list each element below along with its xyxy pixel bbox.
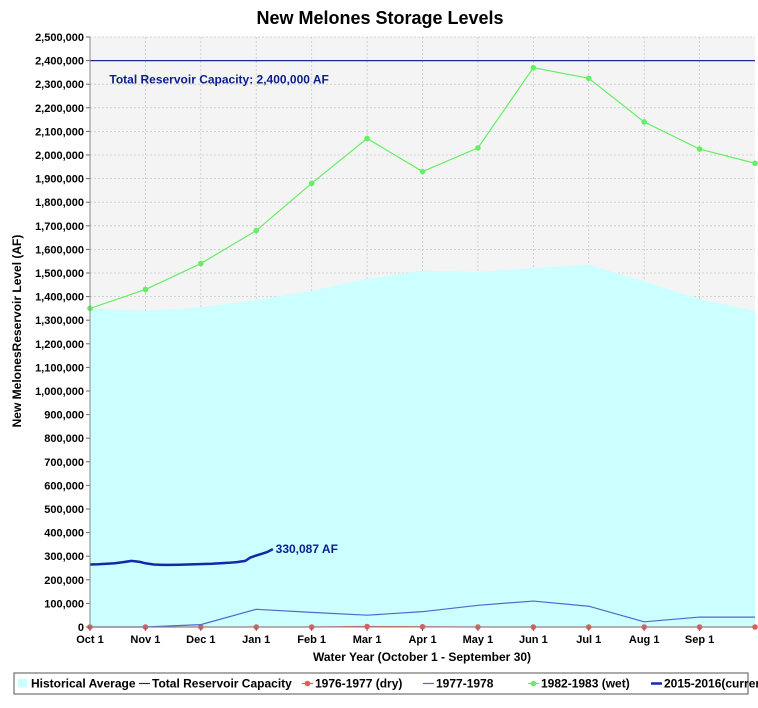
y-tick-label: 400,000 [44,528,84,540]
chart-title: New Melones Storage Levels [256,8,503,28]
legend-marker-1976-1977-dry [304,680,311,687]
x-tick-label: Jan 1 [242,634,270,646]
current-level-annotation: 330,087 AF [276,542,338,556]
legend-label-1982-1983-wet: 1982-1983 (wet) [541,677,630,691]
series-1982-1983-wet-point [253,227,260,234]
x-tick-label: Aug 1 [629,634,660,646]
y-tick-label: 600,000 [44,480,84,492]
y-tick-label: 1,800,000 [35,197,84,209]
x-tick-label: Apr 1 [408,634,436,646]
series-1982-1983-wet-point [142,286,149,293]
y-tick-label: 2,200,000 [35,103,84,115]
x-tick-label: Sep 1 [685,634,714,646]
y-tick-label: 100,000 [44,598,84,610]
capacity-annotation: Total Reservoir Capacity: 2,400,000 AF [109,72,328,86]
series-1982-1983-wet-point [696,146,703,152]
y-tick-label: 1,300,000 [35,315,84,327]
legend: Historical Average Total Reservoir Capaci… [13,672,758,695]
y-tick-label: 2,400,000 [35,56,84,68]
legend-label-1977-1978: 1977-1978 [436,677,494,691]
y-axis-label: New MelonesReservoir Level (AF) [10,235,24,428]
legend-label-2015-2016-current: 2015-2016(current) [664,677,758,691]
y-tick-label: 1,900,000 [35,174,84,186]
y-tick-label: 1,200,000 [35,339,84,351]
legend-swatch-historical-average [18,678,27,688]
y-tick-label: 900,000 [44,410,84,422]
y-tick-label: 1,400,000 [35,292,84,304]
series-1982-1983-wet-point [308,180,315,187]
x-tick-label: Mar 1 [353,634,382,646]
series-2015-2016-current-line [89,547,274,567]
x-tick-label: Feb 1 [297,634,326,646]
y-tick-label: 1,600,000 [35,244,84,256]
legend-label-1976-1977-dry: 1976-1977 (dry) [315,677,402,691]
series-1982-1983-wet-point [530,64,537,71]
y-tick-label: 1,500,000 [35,268,84,280]
x-axis-label: Water Year (October 1 - September 30) [313,650,531,664]
x-tick-label: Jun 1 [519,634,548,646]
y-tick-label: 2,300,000 [35,79,84,91]
y-tick-label: 0 [78,622,84,634]
y-tick-label: 300,000 [44,551,84,563]
y-tick-label: 1,700,000 [35,221,84,233]
series-1982-1983-wet-point [585,75,592,82]
y-tick-label: 1,000,000 [35,386,84,398]
series-1982-1983-wet-point [419,168,426,175]
y-tick-label: 2,000,000 [35,150,84,162]
y-tick-label: 2,100,000 [35,126,84,138]
series-1982-1983-wet-point [641,119,647,125]
y-tick-label: 500,000 [44,504,84,516]
x-tick-label: Dec 1 [186,634,215,646]
y-tick-label: 1,100,000 [35,362,84,374]
y-tick-label: 700,000 [44,457,84,469]
legend-box [13,672,749,695]
series-1982-1983-wet-point [752,160,758,167]
y-tick-label: 200,000 [44,575,84,587]
legend-label-total-reservoir-capacity: Total Reservoir Capacity [152,677,292,691]
series-historical-average-area [90,264,755,627]
legend-label-historical-average: Historical Average [31,677,136,691]
y-tick-label: 2,500,000 [35,32,84,44]
legend-marker-1982-1983-wet [530,680,537,687]
y-tick-label: 800,000 [44,433,84,445]
x-tick-label: Jul 1 [576,634,601,646]
x-tick-label: Nov 1 [130,634,160,646]
series-1982-1983-wet-point [364,135,370,142]
series-1982-1983-wet-point [475,145,481,151]
series-1977-1978-line [90,600,755,628]
x-tick-label: Oct 1 [76,634,104,646]
series-1982-1983-wet-point [198,260,204,267]
x-tick-label: May 1 [463,634,494,646]
